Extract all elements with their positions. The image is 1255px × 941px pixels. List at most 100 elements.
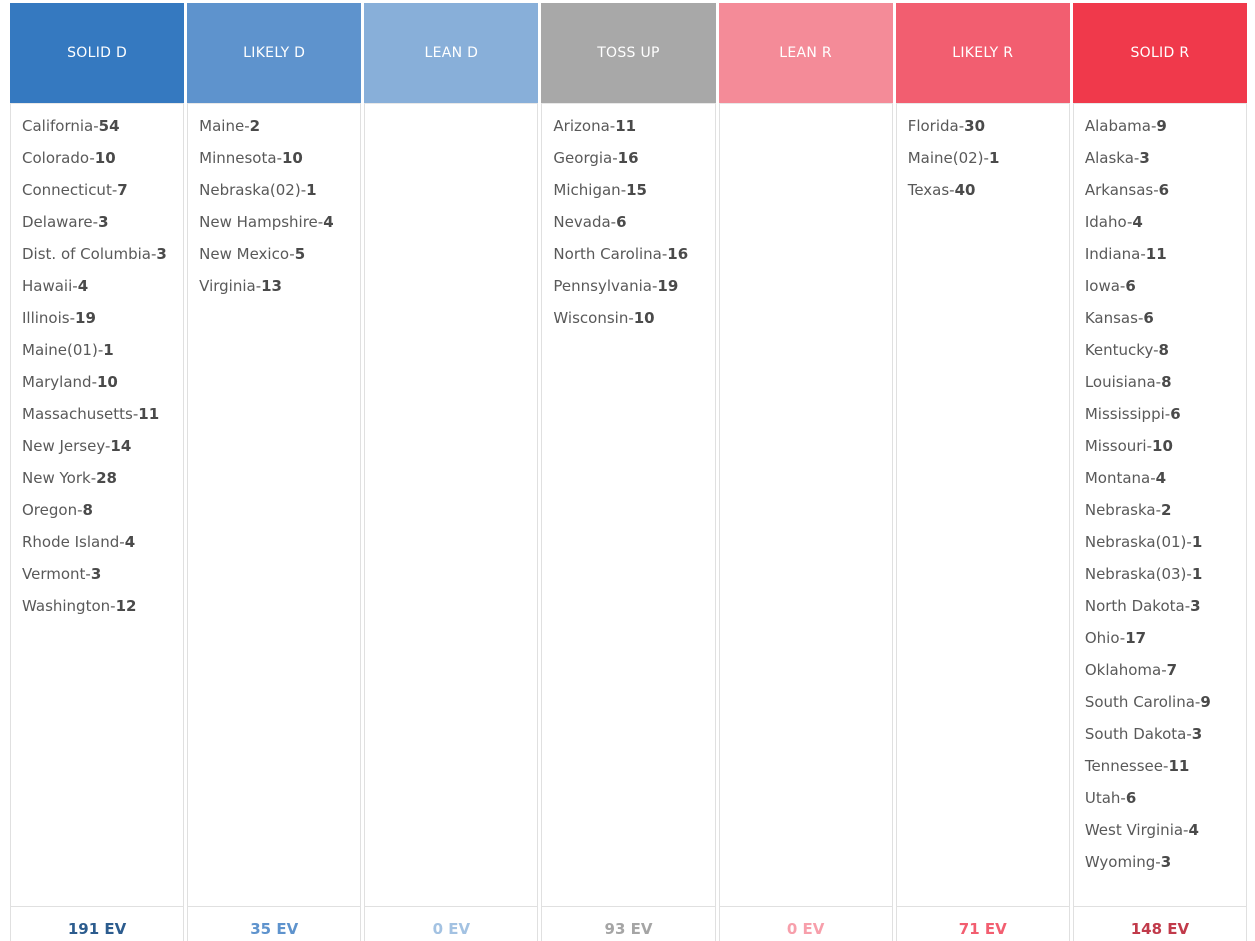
state-ev-count: 10 xyxy=(1152,437,1173,455)
state-separator: - xyxy=(1164,405,1171,423)
state-item[interactable]: Montana-4 xyxy=(1074,462,1246,494)
category-header: SOLID R xyxy=(1072,3,1247,103)
state-item[interactable]: Nebraska-2 xyxy=(1074,494,1246,526)
state-separator: - xyxy=(77,501,83,519)
state-item[interactable]: Alabama-9 xyxy=(1074,110,1246,142)
state-name: Minnesota xyxy=(199,149,277,167)
state-item[interactable]: Iowa-6 xyxy=(1074,270,1246,302)
state-item[interactable]: Michigan-15 xyxy=(542,174,714,206)
state-item[interactable]: Wisconsin-10 xyxy=(542,302,714,334)
state-item[interactable]: Dist. of Columbia-3 xyxy=(11,238,183,270)
state-ev-count: 19 xyxy=(657,277,679,295)
state-item[interactable]: Nebraska(02)-1 xyxy=(188,174,360,206)
state-item[interactable]: Kansas-6 xyxy=(1074,302,1246,334)
state-item[interactable]: North Carolina-16 xyxy=(542,238,714,270)
state-item[interactable]: North Dakota-3 xyxy=(1074,590,1246,622)
state-separator: - xyxy=(983,149,989,167)
state-item[interactable]: California-54 xyxy=(11,110,183,142)
state-item[interactable]: Alaska-3 xyxy=(1074,142,1246,174)
state-separator: - xyxy=(255,277,262,295)
ev-column: LEAN D 0 EV xyxy=(364,3,539,941)
state-item[interactable]: Texas-40 xyxy=(897,174,1069,206)
state-separator: - xyxy=(1184,597,1191,615)
category-total: 191 EV xyxy=(10,906,185,941)
state-item[interactable]: Colorado-10 xyxy=(11,142,183,174)
state-name: Massachusetts xyxy=(22,405,133,423)
state-name: Maryland xyxy=(22,373,92,391)
state-item[interactable]: Connecticut-7 xyxy=(11,174,183,206)
state-item[interactable]: Washington-12 xyxy=(11,590,183,622)
state-name: South Dakota xyxy=(1084,725,1187,743)
state-item[interactable]: Hawaii-4 xyxy=(11,270,183,302)
state-item[interactable]: Kentucky-8 xyxy=(1074,334,1246,366)
state-item[interactable]: Tennessee-11 xyxy=(1074,750,1246,782)
state-item[interactable]: Arizona-11 xyxy=(542,110,714,142)
state-item[interactable]: Maine(01)-1 xyxy=(11,334,183,366)
state-item[interactable]: Maine-2 xyxy=(188,110,360,142)
state-ev-count: 10 xyxy=(94,149,116,167)
state-ev-count: 4 xyxy=(323,213,334,231)
state-item[interactable]: Virginia-13 xyxy=(188,270,360,302)
state-item[interactable]: Ohio-17 xyxy=(1074,622,1246,654)
state-item[interactable]: Maine(02)-1 xyxy=(897,142,1069,174)
state-item[interactable]: Georgia-16 xyxy=(542,142,714,174)
state-name: New York xyxy=(22,469,91,487)
ev-column: SOLID D California-54 Colorado-10 Connec… xyxy=(10,3,185,941)
state-item[interactable]: Vermont-3 xyxy=(11,558,183,590)
state-item[interactable]: Minnesota-10 xyxy=(188,142,360,174)
state-item[interactable]: Oregon-8 xyxy=(11,494,183,526)
state-item[interactable]: Florida-30 xyxy=(897,110,1069,142)
state-item[interactable]: Delaware-3 xyxy=(11,206,183,238)
state-item[interactable]: Massachusetts-11 xyxy=(11,398,183,430)
state-item[interactable]: South Dakota-3 xyxy=(1074,718,1246,750)
state-item[interactable]: New Hampshire-4 xyxy=(188,206,360,238)
state-item[interactable]: Nevada-6 xyxy=(542,206,714,238)
state-name: Missouri xyxy=(1084,437,1147,455)
ev-column: LEAN R 0 EV xyxy=(718,3,893,941)
state-item[interactable]: New Jersey-14 xyxy=(11,430,183,462)
state-ev-count: 54 xyxy=(98,117,120,135)
state-separator: - xyxy=(1140,245,1146,263)
state-separator: - xyxy=(1153,181,1159,199)
state-item[interactable]: Nebraska(01)-1 xyxy=(1074,526,1246,558)
state-item[interactable]: Pennsylvania-19 xyxy=(542,270,714,302)
state-ev-count: 40 xyxy=(954,181,976,199)
state-separator: - xyxy=(1150,117,1157,135)
state-item[interactable]: South Carolina-9 xyxy=(1074,686,1246,718)
state-item[interactable]: Arkansas-6 xyxy=(1074,174,1246,206)
state-item[interactable]: Idaho-4 xyxy=(1074,206,1246,238)
state-ev-count: 4 xyxy=(124,533,136,551)
state-separator: - xyxy=(1137,309,1144,327)
state-item[interactable]: Illinois-19 xyxy=(11,302,183,334)
state-separator: - xyxy=(949,181,955,199)
state-ev-count: 7 xyxy=(1166,661,1178,679)
state-ev-count: 5 xyxy=(294,245,306,263)
state-separator: - xyxy=(72,277,78,295)
state-separator: - xyxy=(1133,149,1140,167)
category-label: TOSS UP xyxy=(597,45,660,61)
state-item[interactable]: Rhode Island-4 xyxy=(11,526,183,558)
total-ev-label: 148 EV xyxy=(1130,919,1190,938)
state-item[interactable]: New Mexico-5 xyxy=(188,238,360,270)
state-separator: - xyxy=(111,181,118,199)
total-ev-label: 0 EV xyxy=(786,919,825,938)
state-item[interactable]: West Virginia-4 xyxy=(1074,814,1246,846)
state-item[interactable]: Indiana-11 xyxy=(1074,238,1246,270)
state-item[interactable]: Missouri-10 xyxy=(1074,430,1246,462)
state-name: Alaska xyxy=(1084,149,1134,167)
state-name: Mississippi xyxy=(1084,405,1165,423)
state-separator: - xyxy=(91,373,97,391)
state-item[interactable]: Maryland-10 xyxy=(11,366,183,398)
state-name: Montana xyxy=(1084,469,1151,487)
total-ev-label: 71 EV xyxy=(958,919,1007,938)
state-separator: - xyxy=(1186,533,1192,551)
state-name: Nebraska(03) xyxy=(1084,565,1187,583)
state-item[interactable]: Wyoming-3 xyxy=(1074,846,1246,878)
state-item[interactable]: Utah-6 xyxy=(1074,782,1246,814)
ev-column: LIKELY D Maine-2 Minnesota-10 Nebraska(0… xyxy=(187,3,362,941)
state-item[interactable]: Louisiana-8 xyxy=(1074,366,1246,398)
state-item[interactable]: New York-28 xyxy=(11,462,183,494)
state-item[interactable]: Nebraska(03)-1 xyxy=(1074,558,1246,590)
state-item[interactable]: Oklahoma-7 xyxy=(1074,654,1246,686)
state-item[interactable]: Mississippi-6 xyxy=(1074,398,1246,430)
